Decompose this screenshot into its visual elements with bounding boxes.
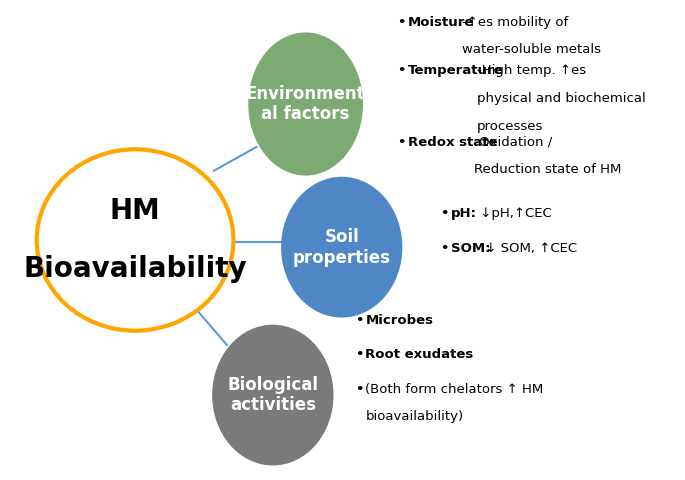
Text: ↓ SOM, ↑CEC: ↓ SOM, ↑CEC — [482, 242, 577, 255]
Ellipse shape — [281, 177, 402, 318]
Text: •: • — [440, 242, 449, 255]
Text: (Both form chelators ↑ HM: (Both form chelators ↑ HM — [365, 383, 544, 396]
Text: physical and biochemical: physical and biochemical — [477, 92, 645, 105]
Text: Temperature: Temperature — [408, 64, 503, 77]
Text: Environment
al factors: Environment al factors — [246, 84, 366, 123]
Text: water-soluble metals: water-soluble metals — [462, 43, 601, 56]
Text: Reduction state of HM: Reduction state of HM — [473, 164, 621, 177]
Text: Moisture: Moisture — [408, 16, 474, 29]
Text: •: • — [397, 136, 406, 149]
Text: Biological
activities: Biological activities — [227, 376, 319, 415]
Text: HM: HM — [110, 197, 160, 226]
Text: bioavailability): bioavailability) — [365, 410, 464, 423]
Text: Root exudates: Root exudates — [365, 348, 473, 361]
Ellipse shape — [37, 149, 234, 331]
Text: •: • — [397, 64, 406, 77]
Text: -↑es mobility of: -↑es mobility of — [462, 16, 568, 29]
Text: Soil
properties: Soil properties — [292, 228, 390, 266]
Text: pH:: pH: — [451, 206, 477, 219]
Text: -High temp. ↑es: -High temp. ↑es — [477, 64, 586, 77]
Text: Redox state: Redox state — [408, 136, 497, 149]
Text: •: • — [355, 314, 363, 327]
Ellipse shape — [212, 324, 334, 466]
Text: Microbes: Microbes — [365, 314, 434, 327]
Text: SOM:: SOM: — [451, 242, 490, 255]
Ellipse shape — [248, 33, 363, 176]
Text: •: • — [355, 348, 363, 361]
Text: Bioavailability: Bioavailability — [23, 254, 247, 283]
Text: •: • — [355, 383, 363, 396]
Text: ↓pH,↑CEC: ↓pH,↑CEC — [475, 206, 551, 219]
Text: -Oxidation /: -Oxidation / — [473, 136, 552, 149]
Text: processes: processes — [477, 120, 543, 133]
Text: •: • — [397, 16, 406, 29]
Text: •: • — [440, 206, 449, 219]
